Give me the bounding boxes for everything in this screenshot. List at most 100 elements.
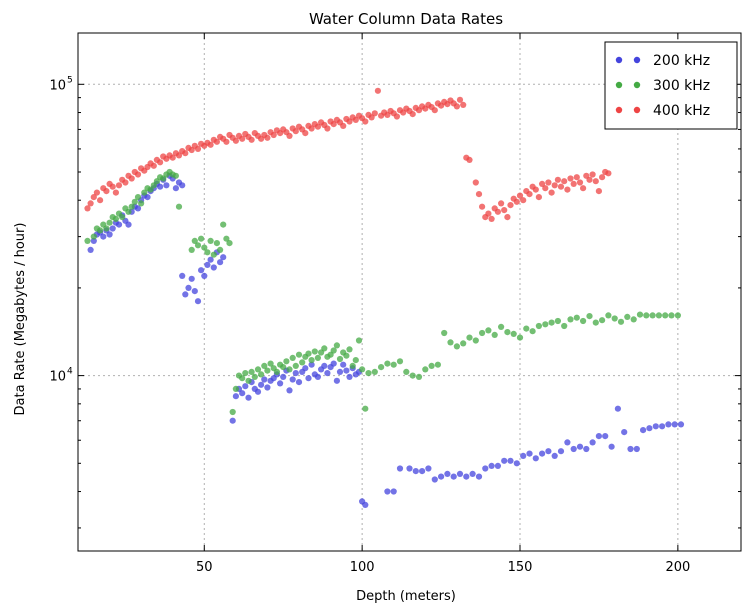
data-point [248, 368, 255, 375]
data-point [479, 203, 486, 210]
data-point [109, 183, 116, 190]
data-point [614, 405, 622, 412]
data-point [352, 357, 359, 364]
data-point [545, 179, 552, 186]
data-point [175, 152, 183, 159]
data-point [677, 421, 685, 428]
data-point [198, 267, 205, 274]
data-point [226, 240, 233, 247]
data-point [204, 249, 211, 256]
data-point [482, 465, 489, 472]
data-point [115, 221, 123, 228]
data-point [539, 180, 546, 187]
data-point [201, 244, 208, 251]
data-point [194, 298, 202, 305]
data-point [529, 328, 536, 335]
data-point [542, 321, 549, 328]
data-point [333, 377, 340, 384]
data-point [163, 182, 170, 189]
data-point [223, 138, 230, 145]
data-point [513, 460, 520, 467]
y-tick-label: 10 [49, 78, 66, 93]
chart-title: Water Column Data Rates [309, 10, 503, 28]
data-point [295, 379, 303, 386]
data-point [207, 237, 214, 244]
data-point [488, 215, 495, 222]
data-point [532, 455, 539, 462]
data-point [362, 118, 369, 125]
data-point [501, 207, 508, 214]
data-point [403, 368, 410, 375]
data-point [147, 186, 154, 193]
data-point [239, 390, 246, 397]
data-point [267, 360, 274, 367]
data-point [501, 457, 508, 464]
data-point [188, 246, 195, 253]
data-point [112, 189, 119, 196]
data-point [671, 421, 678, 428]
data-point [336, 368, 344, 375]
data-point [441, 329, 448, 337]
data-points [84, 87, 685, 508]
data-point [520, 452, 527, 459]
data-point [355, 337, 363, 344]
data-point [286, 366, 293, 373]
data-point [106, 231, 113, 238]
data-point [258, 381, 265, 388]
data-point [258, 371, 265, 378]
data-point [390, 361, 397, 368]
data-point [314, 354, 321, 361]
data-point [627, 445, 634, 453]
data-point [90, 233, 97, 240]
data-point [419, 468, 426, 475]
data-point [507, 457, 514, 464]
data-point [314, 373, 321, 380]
legend-marker [615, 81, 623, 89]
data-point [425, 465, 432, 472]
data-point [321, 345, 328, 352]
data-point [583, 445, 590, 453]
data-point [336, 355, 344, 363]
data-point [390, 488, 397, 495]
data-point [561, 178, 568, 185]
data-point [283, 358, 290, 365]
data-point [409, 372, 416, 379]
data-point [314, 123, 321, 130]
data-point [371, 110, 378, 117]
data-point [217, 259, 224, 266]
data-point [277, 380, 284, 387]
data-point [384, 360, 391, 367]
data-point [434, 361, 441, 368]
data-point [106, 219, 113, 226]
data-point [557, 183, 565, 190]
data-point [362, 501, 369, 508]
data-point [280, 364, 287, 371]
data-point [359, 366, 366, 373]
data-point [548, 319, 555, 326]
data-point [491, 331, 498, 338]
data-point [84, 237, 91, 244]
data-point [175, 203, 183, 210]
data-point [472, 337, 479, 344]
data-point [194, 145, 202, 152]
data-point [93, 189, 100, 196]
data-point [229, 408, 236, 416]
data-point [422, 366, 429, 373]
data-point [564, 186, 571, 193]
legend-marker [615, 56, 623, 64]
data-point [346, 373, 353, 380]
data-point [324, 125, 331, 132]
data-point [652, 423, 659, 430]
data-point [595, 188, 603, 195]
data-point [273, 368, 280, 375]
data-point [456, 96, 464, 103]
data-point [138, 200, 145, 207]
data-point [84, 205, 91, 212]
data-point [513, 198, 520, 205]
data-point [182, 150, 189, 157]
data-point [220, 221, 227, 228]
data-point [169, 154, 176, 161]
data-point [201, 272, 208, 279]
data-point [488, 462, 495, 469]
data-point [504, 329, 511, 336]
